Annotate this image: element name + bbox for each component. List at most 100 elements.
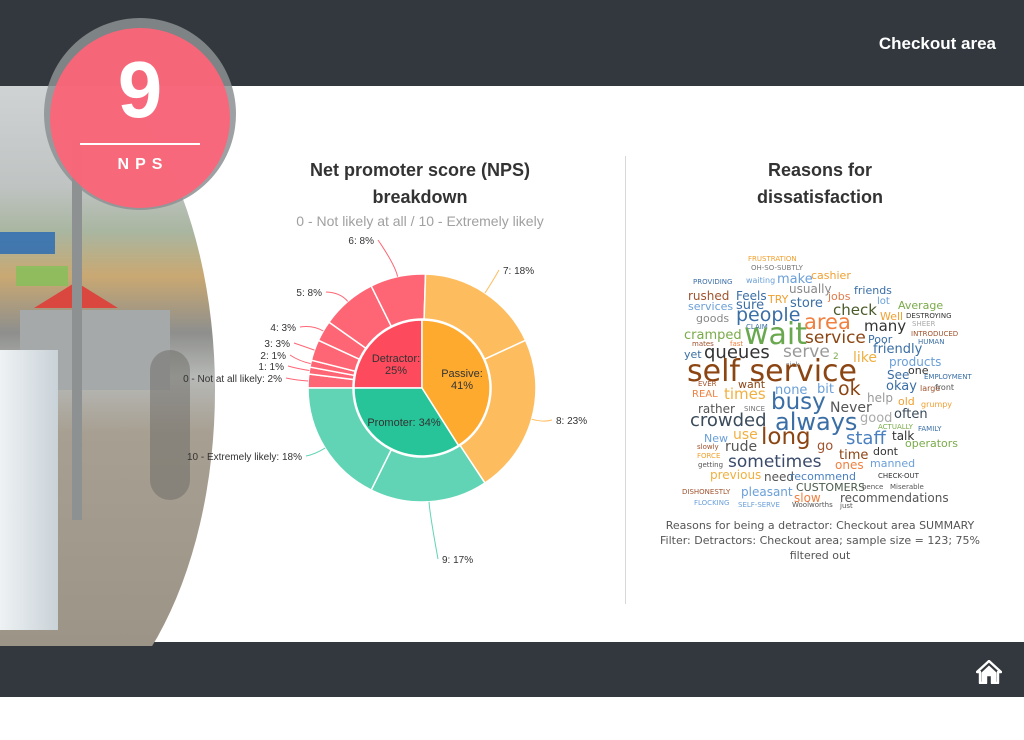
wordcloud-word[interactable]: FAMILY	[918, 425, 942, 433]
wordcloud-word[interactable]: slow	[794, 491, 821, 505]
wordcloud-word[interactable]: jobs	[828, 290, 851, 303]
wordcloud-word[interactable]: need	[764, 470, 794, 484]
wordcloud-word[interactable]: PROVIDING	[693, 278, 733, 286]
wordcloud-word[interactable]: Poor	[868, 333, 893, 346]
wordcloud-word[interactable]: wait	[744, 317, 808, 352]
wordcloud-word[interactable]: go	[817, 439, 834, 454]
wordcloud-word[interactable]: Well	[880, 310, 904, 323]
wordcloud-word[interactable]: service	[805, 328, 866, 348]
wordcloud-word[interactable]: SELF-SERVE	[738, 501, 780, 509]
wordcloud-word[interactable]: friends	[854, 284, 892, 297]
wordcloud-word[interactable]: REAL	[692, 389, 718, 400]
segment-promoter[interactable]	[353, 387, 460, 457]
wordcloud-word[interactable]: EVER	[698, 380, 717, 388]
wordcloud-word[interactable]: queues	[704, 342, 770, 363]
wordcloud-word[interactable]: hence	[862, 483, 884, 491]
wordcloud-word[interactable]: times	[724, 385, 766, 403]
wordcloud-word[interactable]: DESTROYING	[906, 312, 952, 320]
wordcloud-word[interactable]: crowded	[690, 410, 767, 431]
wordcloud-word[interactable]: help	[867, 391, 893, 405]
wordcloud-word[interactable]: many	[864, 317, 907, 335]
wordcloud-word[interactable]: recommend	[790, 470, 856, 483]
wordcloud-word[interactable]: rude	[725, 439, 758, 455]
wordcloud-word[interactable]: previous	[710, 468, 762, 482]
wordcloud-word[interactable]: always	[775, 408, 858, 436]
wordcloud-word[interactable]: goods	[696, 312, 730, 325]
wordcloud-word[interactable]: lot	[877, 296, 890, 307]
wordcloud-word[interactable]: getting	[698, 461, 724, 469]
wordcloud-word[interactable]: time	[839, 448, 869, 463]
wordcloud-word[interactable]: cashier	[811, 269, 851, 282]
wordcloud-word[interactable]: DISHONESTLY	[682, 488, 731, 496]
wordcloud-word[interactable]: large	[920, 384, 941, 393]
wordcloud-word[interactable]: INTRODUCED	[911, 330, 959, 338]
wordcloud-word[interactable]: ok	[838, 378, 861, 400]
wordcloud-word[interactable]: use	[733, 427, 758, 443]
wordcloud-word[interactable]: TRY	[768, 293, 789, 306]
wordcloud-word[interactable]: services	[688, 300, 734, 313]
wordcloud-word[interactable]: pleasant	[741, 485, 793, 499]
wordcloud-word[interactable]: FLOCKING	[694, 499, 730, 507]
wordcloud-word[interactable]: sometimes	[728, 452, 822, 472]
wordcloud-word[interactable]: Feels	[736, 289, 767, 303]
wordcloud-word[interactable]: Never	[830, 400, 872, 416]
wordcloud-word[interactable]: want	[738, 378, 766, 391]
wordcloud-word[interactable]: long	[761, 424, 811, 450]
wordcloud-word[interactable]: SINCE	[744, 405, 766, 413]
wordcloud-word[interactable]: cramped	[684, 328, 742, 343]
wordcloud-word[interactable]: serve	[783, 342, 830, 362]
wordcloud-word[interactable]: slowly	[697, 443, 719, 451]
wordcloud-word[interactable]: rushed	[688, 289, 730, 303]
wordcloud-word[interactable]: one	[908, 364, 929, 377]
wordcloud-word[interactable]: sick	[786, 361, 800, 369]
wordcloud-word[interactable]: store	[790, 296, 823, 311]
wordcloud-word[interactable]: okay	[886, 379, 917, 394]
wordcloud-word[interactable]: old	[898, 395, 915, 408]
wordcloud-word[interactable]: 2	[833, 352, 839, 362]
wordcloud-word[interactable]: make	[777, 272, 813, 287]
wordcloud-word[interactable]: ACTUALLY	[878, 423, 913, 431]
wordcloud-word[interactable]: Miserable	[890, 483, 924, 491]
wordcloud-word[interactable]: fast	[730, 340, 744, 348]
wordcloud-word[interactable]: good	[860, 411, 893, 426]
wordcloud-word[interactable]: rather	[698, 402, 735, 416]
wordcloud-word[interactable]: area	[804, 310, 851, 334]
wordcloud-word[interactable]: mates	[692, 340, 714, 348]
wordcloud-word[interactable]: busy	[771, 389, 826, 415]
wordcloud-word[interactable]: sure	[736, 298, 765, 313]
home-button[interactable]	[975, 659, 1003, 685]
wordcloud-word[interactable]: staff	[846, 428, 886, 449]
wordcloud-word[interactable]: dont	[873, 445, 898, 458]
wordcloud-word[interactable]: check	[833, 301, 877, 319]
wordcloud-word[interactable]: CHECK-OUT	[878, 472, 919, 480]
wordcloud-word[interactable]: none	[775, 383, 808, 398]
wordcloud-word[interactable]: Average	[898, 299, 944, 312]
wordcloud-word[interactable]: yet	[684, 348, 702, 361]
wordcloud-word[interactable]: front	[935, 383, 955, 392]
wordcloud-word[interactable]: people	[736, 304, 801, 326]
wordcloud-word[interactable]: FRUSTRATION	[748, 255, 797, 263]
wordcloud-word[interactable]: friendly	[873, 342, 923, 357]
wordcloud-word[interactable]: manned	[870, 457, 916, 470]
wordcloud-word[interactable]: See	[887, 368, 910, 382]
wordcloud-word[interactable]: HUMAN	[918, 338, 945, 346]
wordcloud-word[interactable]: usually	[789, 282, 832, 296]
wordcloud-word[interactable]: CLAIM	[746, 323, 768, 331]
wordcloud-word[interactable]: recommendations	[840, 491, 949, 505]
wordcloud-word[interactable]: talk	[892, 429, 915, 443]
wordcloud-word[interactable]: waiting	[746, 276, 776, 285]
wordcloud-word[interactable]: products	[889, 355, 942, 369]
wordcloud-word[interactable]: often	[894, 407, 928, 422]
wordcloud-word[interactable]: FORCE	[697, 452, 721, 460]
wordcloud-word[interactable]: SHEER	[912, 320, 936, 328]
wordcloud-word[interactable]: ones	[835, 458, 864, 472]
segment-detractor[interactable]	[353, 319, 423, 389]
wordcloud-word[interactable]: OH-SO-SUBTLY	[751, 264, 803, 272]
wordcloud-word[interactable]: like	[853, 350, 878, 366]
wordcloud-word[interactable]: just	[840, 502, 853, 510]
wordcloud-word[interactable]: Woolworths	[792, 501, 833, 509]
wordcloud-word[interactable]: CUSTOMERS	[796, 481, 866, 494]
wordcloud-word[interactable]: grumpy	[921, 400, 953, 409]
wordcloud-word[interactable]: EMPLOYMENT	[924, 373, 972, 381]
wordcloud-word[interactable]: operators	[905, 437, 959, 450]
